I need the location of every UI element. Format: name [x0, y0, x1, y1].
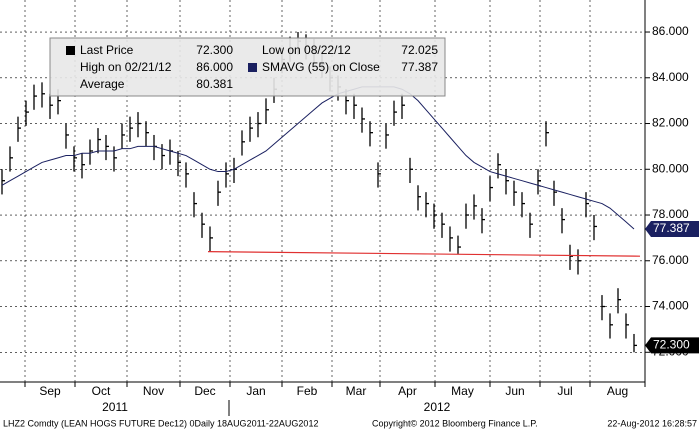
- year-label: 2011: [102, 400, 128, 414]
- x-tick-label: Aug: [607, 384, 628, 398]
- price-tag: [645, 221, 699, 238]
- price-tag-label: 77.387: [653, 221, 690, 235]
- legend-label: Last Price: [80, 43, 134, 57]
- legend-label: High on 02/21/12: [80, 60, 172, 74]
- legend-value: 72.300: [196, 43, 233, 57]
- legend: Last Price 72.300 High on 02/21/12 86.00…: [49, 37, 446, 97]
- legend-label: Average: [80, 77, 125, 91]
- legend-label: Low on 08/22/12: [262, 43, 351, 57]
- x-tick-label: Mar: [346, 384, 367, 398]
- y-tick-label: 84.000: [652, 70, 689, 84]
- y-tick-label: 80.000: [652, 161, 689, 175]
- axes: 72.00074.00076.00078.00080.00082.00084.0…: [24, 24, 699, 414]
- y-tick-label: 74.000: [652, 299, 689, 313]
- x-tick-label: Jan: [246, 384, 265, 398]
- footer-security: LHZ2 Comdty (LEAN HOGS FUTURE Dec12) 0Da…: [3, 418, 318, 428]
- x-tick-label: Dec: [194, 384, 215, 398]
- x-tick-label: Sep: [39, 384, 61, 398]
- legend-value: 80.381: [196, 77, 233, 91]
- x-tick-label: Jul: [557, 384, 572, 398]
- support-line: [207, 251, 641, 257]
- price-tag-label: 72.300: [653, 338, 690, 352]
- legend-value: 86.000: [196, 60, 233, 74]
- legend-value: 72.025: [401, 43, 438, 57]
- y-tick-label: 76.000: [652, 253, 689, 267]
- legend-label: SMAVG (55) on Close: [262, 60, 380, 74]
- x-tick-label: Apr: [398, 384, 417, 398]
- y-tick-label: 78.000: [652, 207, 689, 221]
- marks: [1, 32, 641, 353]
- y-tick-label: 86.000: [652, 24, 689, 38]
- x-tick-label: May: [451, 384, 474, 398]
- legend-swatch: [66, 46, 75, 55]
- footer-copyright: Copyright© 2012 Bloomberg Finance L.P.: [372, 418, 538, 428]
- price-tag: [645, 337, 699, 354]
- sma-line: [1, 86, 635, 230]
- year-label: 2012: [424, 400, 451, 414]
- x-tick-label: Feb: [297, 384, 318, 398]
- x-tick-label: Jun: [505, 384, 524, 398]
- footer-timestamp: 22-Aug-2012 16:28:57: [607, 418, 697, 428]
- legend-value: 77.387: [401, 60, 438, 74]
- legend-swatch: [248, 63, 257, 72]
- x-tick-label: Oct: [92, 384, 111, 398]
- legend-box: [49, 37, 446, 97]
- y-tick-label: 82.000: [652, 116, 689, 130]
- x-tick-label: Nov: [143, 384, 164, 398]
